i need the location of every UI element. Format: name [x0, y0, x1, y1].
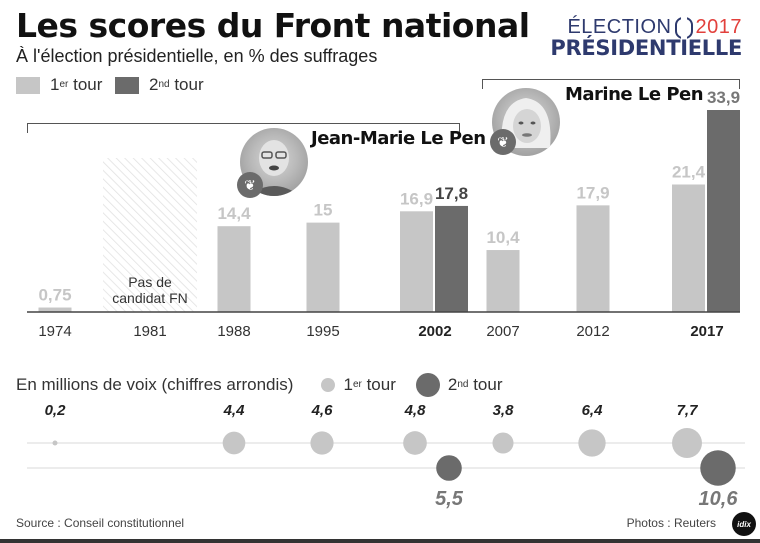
- bubble-round1-2012: [578, 429, 606, 457]
- x-tick-label-2002: 2002: [418, 323, 451, 340]
- bar-round1-2002: [400, 211, 433, 312]
- bubble-chart: 0,2 4,4 4,6 4,8 5,5 3,8 6,4 7,7 10,6: [27, 402, 745, 510]
- x-tick-label-1981: 1981: [133, 323, 166, 340]
- x-tick-label-2017: 2017: [690, 323, 723, 340]
- bar-label-round1-2002: 16,9: [400, 189, 433, 208]
- fn-flame-icon: ❦: [237, 172, 263, 198]
- bar-round1-2012: [576, 205, 610, 312]
- bubble-label-round1-1988: 4,4: [223, 402, 246, 419]
- x-tick-label-2012: 2012: [576, 323, 609, 340]
- fn-flame-icon: ❦: [490, 129, 516, 155]
- bubble-round1-1995: [310, 431, 334, 455]
- chart-title: Les scores du Front national: [16, 6, 530, 45]
- bubble-legend-round2-word: tour: [473, 375, 503, 394]
- bubble-round1-2002: [403, 431, 427, 455]
- candidate-jean-marie-label: Jean-Marie Le Pen: [311, 128, 486, 149]
- x-tick-label-1995: 1995: [306, 323, 339, 340]
- portrait-silhouette-icon: [501, 98, 551, 148]
- candidate-marine-label: Marine Le Pen: [565, 84, 704, 105]
- bubble-round1-1974: [52, 440, 58, 446]
- bar-label-round1-1974: 0,75: [38, 286, 71, 305]
- bar-round2-2017: [707, 110, 740, 312]
- bar-round2-2002: [435, 205, 468, 312]
- photo-credit: Photos : Reuters: [626, 516, 716, 530]
- x-tick-label-2007: 2007: [486, 323, 519, 340]
- election-logo: ÉLECTION 2017: [567, 15, 742, 40]
- no-candidate-hatched-area: [103, 158, 197, 312]
- legend-dot-round1: [321, 378, 336, 392]
- idix-logo: idix: [732, 512, 756, 536]
- bar-label-round2-2017: 33,9: [707, 88, 740, 107]
- bar-label-round1-1988: 14,4: [217, 204, 251, 223]
- legend-swatch-round1: [16, 76, 40, 94]
- bar-label-round1-2017: 21,4: [672, 162, 706, 181]
- bubble-round2-2002: [436, 455, 462, 481]
- bar-label-round1-2007: 10,4: [486, 228, 520, 247]
- x-tick-label-1988: 1988: [217, 323, 250, 340]
- bubble-legend-round1-word: tour: [366, 375, 396, 394]
- legend-round1: 1 er tour: [16, 75, 103, 94]
- ballot-bracket-icon: [674, 15, 693, 40]
- legend-swatch-round2: [115, 76, 139, 94]
- bubble-round1-2007: [492, 432, 514, 454]
- bubble-chart-header: En millions de voix (chiffres arrondis) …: [16, 373, 503, 397]
- logo-word: ÉLECTION: [567, 16, 672, 38]
- x-tick-label-1974: 1974: [38, 323, 71, 340]
- bar-round1-1995: [306, 222, 340, 312]
- bubble-label-round1-2007: 3,8: [493, 402, 515, 419]
- bar-round1-1988: [217, 226, 251, 312]
- bar-round1-1974: [38, 307, 72, 312]
- bar-round1-2007: [486, 250, 520, 312]
- bubble-label-round1-2002: 4,8: [404, 402, 427, 419]
- bubble-chart-title: En millions de voix (chiffres arrondis): [16, 375, 294, 394]
- bubble-legend-round2-num: 2: [447, 375, 458, 394]
- bubble-round2-2017: [700, 450, 736, 486]
- bubble-round1-2017: [672, 428, 702, 458]
- legend-round1-word: tour: [73, 75, 103, 94]
- bar-label-round2-2002: 17,8: [435, 184, 468, 203]
- bottom-rule: [0, 539, 760, 543]
- legend-round2-word: tour: [174, 75, 204, 94]
- logo-year: 2017: [695, 16, 742, 38]
- bubble-label-round1-1974: 0,2: [45, 402, 67, 419]
- bar-label-round1-2012: 17,9: [576, 183, 609, 202]
- bubble-label-round2-2002: 5,5: [435, 488, 464, 510]
- legend-round2-num: 2: [149, 75, 159, 94]
- jean-marie-period-bracket: [27, 123, 460, 133]
- bar-chart: 0,75 1974 1981 14,4 1988 15 1995 16,9 17,8 2002 10…: [27, 88, 740, 340]
- no-candidate-note-line2: candidat FN: [112, 290, 187, 306]
- bubble-label-round1-2012: 6,4: [582, 402, 604, 419]
- legend-dot-round2: [415, 373, 440, 397]
- source-note: Source : Conseil constitutionnel: [16, 516, 185, 530]
- legend-round1-num: 1: [50, 75, 60, 94]
- bubble-legend-round1-num: 1: [343, 375, 353, 394]
- bar-round1-2017: [672, 184, 705, 312]
- chart-subtitle: À l'élection présidentielle, en % des su…: [16, 46, 378, 66]
- bar-label-round1-1995: 15: [314, 201, 333, 220]
- bubble-label-round1-2017: 7,7: [677, 402, 699, 419]
- bubble-round1-1988: [222, 431, 246, 455]
- logo-subtitle: PRÉSIDENTIELLE: [550, 36, 742, 60]
- bubble-label-round1-1995: 4,6: [311, 402, 334, 419]
- no-candidate-note-line1: Pas de: [128, 274, 172, 290]
- marine-period-bracket: [482, 79, 740, 89]
- bubble-label-round2-2017: 10,6: [699, 488, 739, 510]
